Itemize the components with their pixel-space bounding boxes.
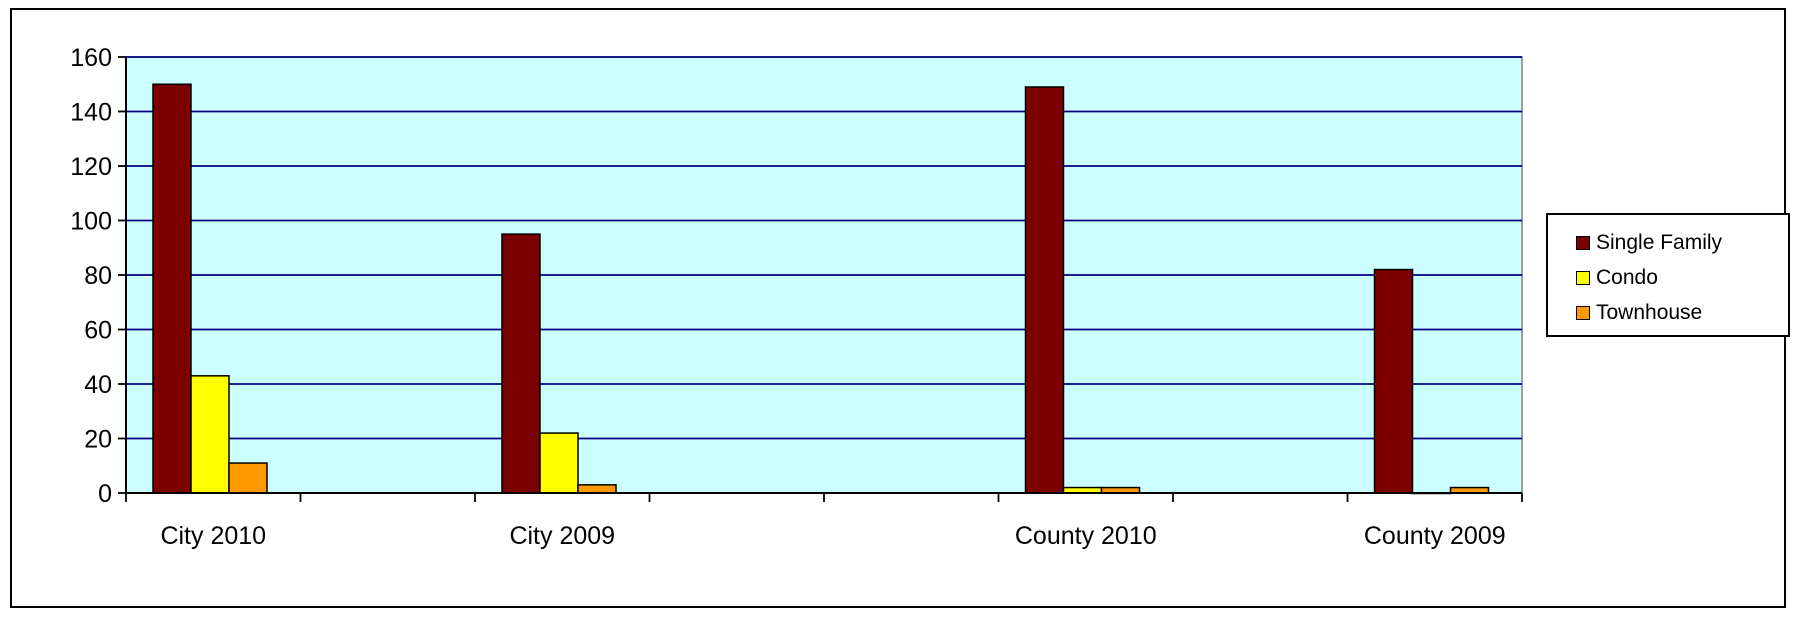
x-tick-label-county-2009: County 2009 — [1364, 522, 1506, 550]
y-tick-label-0: 0 — [98, 480, 112, 508]
y-tick-label-160: 160 — [70, 44, 112, 72]
y-tick-label-60: 60 — [84, 317, 112, 345]
gridlines — [126, 56, 1522, 440]
legend-swatch-townhouse — [1576, 305, 1590, 320]
legend-label-condo: Condo — [1596, 265, 1658, 289]
x-tick-label-city-2010: City 2010 — [160, 522, 266, 550]
bar-townhouse-city-2009 — [577, 484, 617, 494]
y-tick-label-140: 140 — [70, 99, 112, 127]
legend-label-single-family: Single Family — [1596, 230, 1723, 254]
bars — [152, 83, 1490, 495]
bar-townhouse-city-2010 — [228, 462, 268, 494]
axes — [118, 56, 1523, 502]
y-tick-label-20: 20 — [84, 426, 112, 454]
bar-single-family-city-2010 — [152, 83, 192, 494]
legend-item-townhouse: Townhouse — [1576, 295, 1788, 330]
y-tick-label-100: 100 — [70, 208, 112, 236]
y-tick-labels: 0 20 40 60 80 100 120 140 160 — [70, 44, 112, 508]
legend-label-townhouse: Townhouse — [1596, 300, 1703, 324]
bar-single-family-county-2010 — [1024, 86, 1065, 494]
bar-single-family-county-2009 — [1373, 268, 1414, 494]
bar-condo-city-2010 — [190, 375, 230, 494]
y-tick-label-80: 80 — [84, 262, 112, 290]
y-tick-label-120: 120 — [70, 153, 112, 181]
legend-swatch-condo — [1576, 270, 1590, 285]
legend-swatch-single-family — [1576, 235, 1590, 250]
bar-condo-city-2009 — [539, 432, 579, 494]
legend: Single Family Condo Townhouse — [1546, 213, 1790, 337]
x-tick-labels: City 2010 City 2009 County 2010 County 2009 — [160, 522, 1505, 550]
bar-single-family-city-2009 — [501, 233, 541, 494]
x-tick-label-city-2009: City 2009 — [509, 522, 615, 550]
legend-item-condo: Condo — [1576, 260, 1788, 295]
legend-item-single-family: Single Family — [1576, 225, 1788, 260]
y-tick-label-40: 40 — [84, 371, 112, 399]
x-tick-label-county-2010: County 2010 — [1015, 522, 1157, 550]
